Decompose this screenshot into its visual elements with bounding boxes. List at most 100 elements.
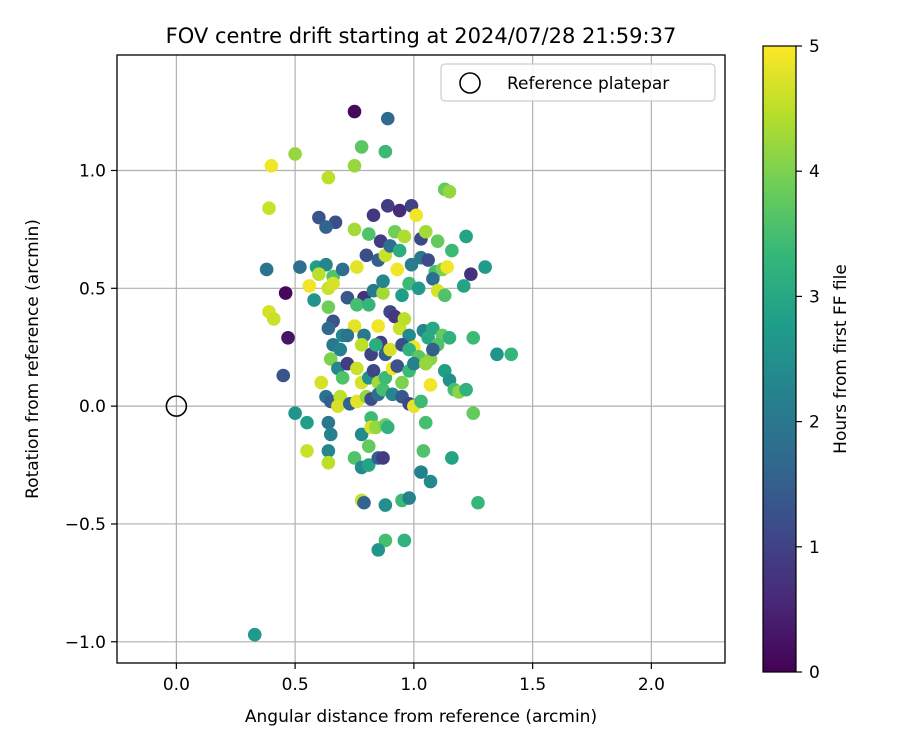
data-point xyxy=(331,399,345,413)
data-point xyxy=(378,498,393,512)
legend-box xyxy=(440,63,716,102)
data-point xyxy=(350,361,364,376)
data-point xyxy=(335,371,350,385)
colorbar-tick-label: 4 xyxy=(809,162,820,182)
data-point xyxy=(288,406,302,421)
data-point xyxy=(442,184,457,199)
data-point xyxy=(414,394,428,409)
y-tick-label: 1.0 xyxy=(79,161,106,181)
data-point xyxy=(293,260,307,274)
data-point xyxy=(340,328,355,343)
data-point xyxy=(478,260,492,274)
data-point xyxy=(312,267,326,281)
data-point xyxy=(262,201,276,215)
colorbar-ticks: 0 1 2 3 4 5 xyxy=(796,37,820,683)
data-point xyxy=(459,229,473,244)
x-axis-label: Angular distance from reference (arcmin) xyxy=(245,707,597,727)
data-point xyxy=(321,321,336,336)
data-point xyxy=(390,262,405,277)
data-point xyxy=(392,243,407,258)
data-point xyxy=(361,297,376,312)
data-point xyxy=(302,279,317,293)
data-point xyxy=(407,356,421,371)
data-point xyxy=(371,543,386,557)
data-point xyxy=(466,406,481,421)
data-point xyxy=(314,375,329,390)
colorbar: 0 1 2 3 4 5 Hours from first FF file xyxy=(762,37,851,683)
data-point xyxy=(459,382,473,397)
data-point xyxy=(259,262,274,277)
data-point xyxy=(404,257,419,272)
data-point xyxy=(383,342,397,357)
data-point xyxy=(466,330,481,345)
data-point xyxy=(326,276,340,291)
y-axis-ticks: −1.0 −0.5 0.0 0.5 1.0 xyxy=(65,161,117,653)
data-point xyxy=(395,288,409,303)
data-point xyxy=(312,210,326,225)
data-point xyxy=(247,627,262,642)
data-point xyxy=(397,533,412,548)
data-point xyxy=(350,297,364,312)
y-axis-label: Rotation from reference (arcmin) xyxy=(23,219,43,499)
data-point xyxy=(354,140,369,154)
colorbar-tick-label: 5 xyxy=(809,37,820,57)
data-point xyxy=(321,170,336,185)
data-point xyxy=(402,328,416,343)
data-point xyxy=(414,465,428,479)
data-point xyxy=(300,444,314,458)
data-point xyxy=(504,347,519,362)
data-point xyxy=(423,378,438,392)
x-tick-label: 1.0 xyxy=(400,675,427,695)
data-point xyxy=(380,199,395,213)
data-point xyxy=(397,229,412,244)
data-point xyxy=(369,338,383,352)
data-point xyxy=(397,312,412,326)
y-tick-label: 0.5 xyxy=(79,279,106,299)
data-point xyxy=(357,495,371,510)
legend-marker-icon xyxy=(459,72,481,94)
data-point xyxy=(354,427,369,442)
data-point xyxy=(378,371,393,385)
data-point xyxy=(440,260,454,274)
data-point xyxy=(323,427,338,442)
data-point xyxy=(300,415,314,430)
data-point xyxy=(347,158,362,173)
x-tick-label: 1.5 xyxy=(519,675,546,695)
data-point xyxy=(442,330,457,345)
data-point xyxy=(445,243,459,258)
data-point xyxy=(490,347,504,362)
x-tick-label: 0.5 xyxy=(282,675,309,695)
data-point xyxy=(266,312,281,326)
x-tick-label: 0.0 xyxy=(163,675,190,695)
data-point xyxy=(354,338,369,352)
data-point xyxy=(333,342,348,357)
data-point xyxy=(347,104,362,119)
chart-title: FOV centre drift starting at 2024/07/28 … xyxy=(166,24,677,48)
plot-frame xyxy=(116,54,726,664)
data-point xyxy=(464,267,478,281)
data-point xyxy=(426,321,440,336)
data-point xyxy=(288,147,302,161)
data-point xyxy=(264,158,279,173)
data-point xyxy=(371,319,386,333)
data-point xyxy=(445,451,459,465)
data-point xyxy=(278,286,293,300)
data-point xyxy=(340,290,355,305)
data-point xyxy=(347,451,362,465)
data-point xyxy=(402,491,416,505)
data-point xyxy=(335,262,350,277)
data-point xyxy=(361,439,376,453)
data-point xyxy=(402,342,416,357)
data-point xyxy=(471,495,485,510)
y-tick-label: −1.0 xyxy=(65,633,106,653)
data-point xyxy=(323,352,338,366)
data-point xyxy=(418,224,433,239)
y-tick-label: 0.0 xyxy=(79,397,106,417)
data-point xyxy=(376,286,390,300)
legend-label: Reference platepar xyxy=(507,74,669,94)
data-point xyxy=(380,111,395,126)
data-point xyxy=(321,415,336,430)
colorbar-tick-label: 0 xyxy=(809,663,820,683)
legend: Reference platepar xyxy=(440,63,716,102)
